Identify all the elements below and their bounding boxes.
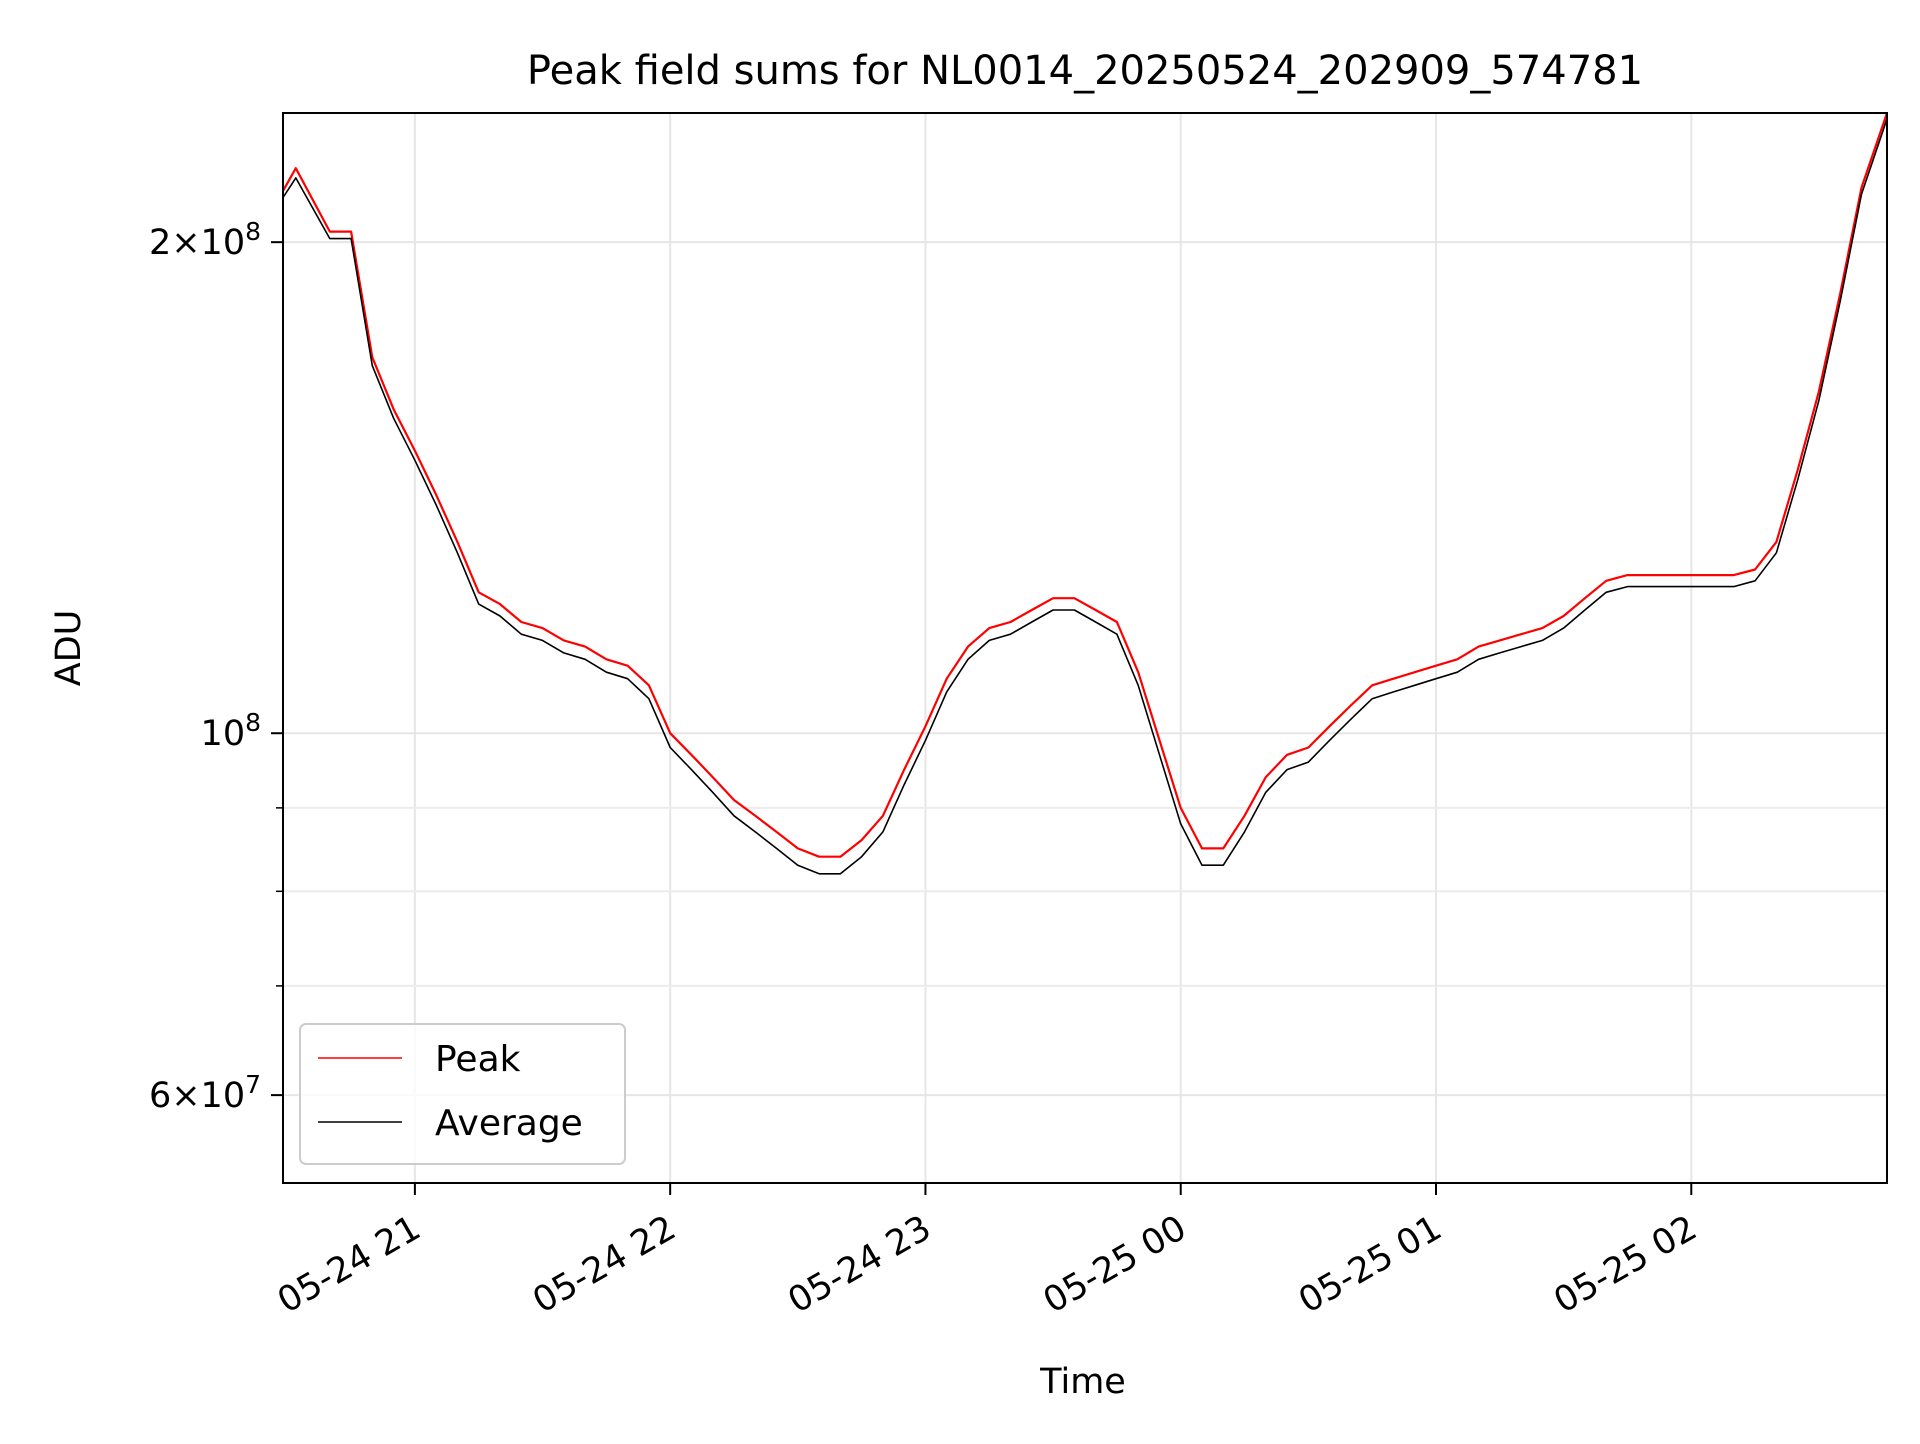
legend-label-average: Average [435,1103,583,1144]
legend: Peak Average [299,1023,626,1165]
chart-title: Peak field sums for NL0014_20250524_2029… [527,48,1643,94]
legend-box [299,1023,626,1165]
series-layer [283,113,1887,875]
y-tick-label: 108 [201,708,261,754]
y-axis: 6×107 108 2×108 [149,217,283,1116]
y-axis-label: ADU [49,610,89,687]
series-line-peak [283,113,1887,858]
series-line-average [283,118,1887,875]
y-tick-label: 2×108 [149,217,261,263]
legend-label-peak: Peak [435,1039,521,1080]
x-axis-label: Time [1039,1362,1126,1402]
plot-frame [282,112,1888,1184]
y-tick-label: 6×107 [149,1070,261,1116]
